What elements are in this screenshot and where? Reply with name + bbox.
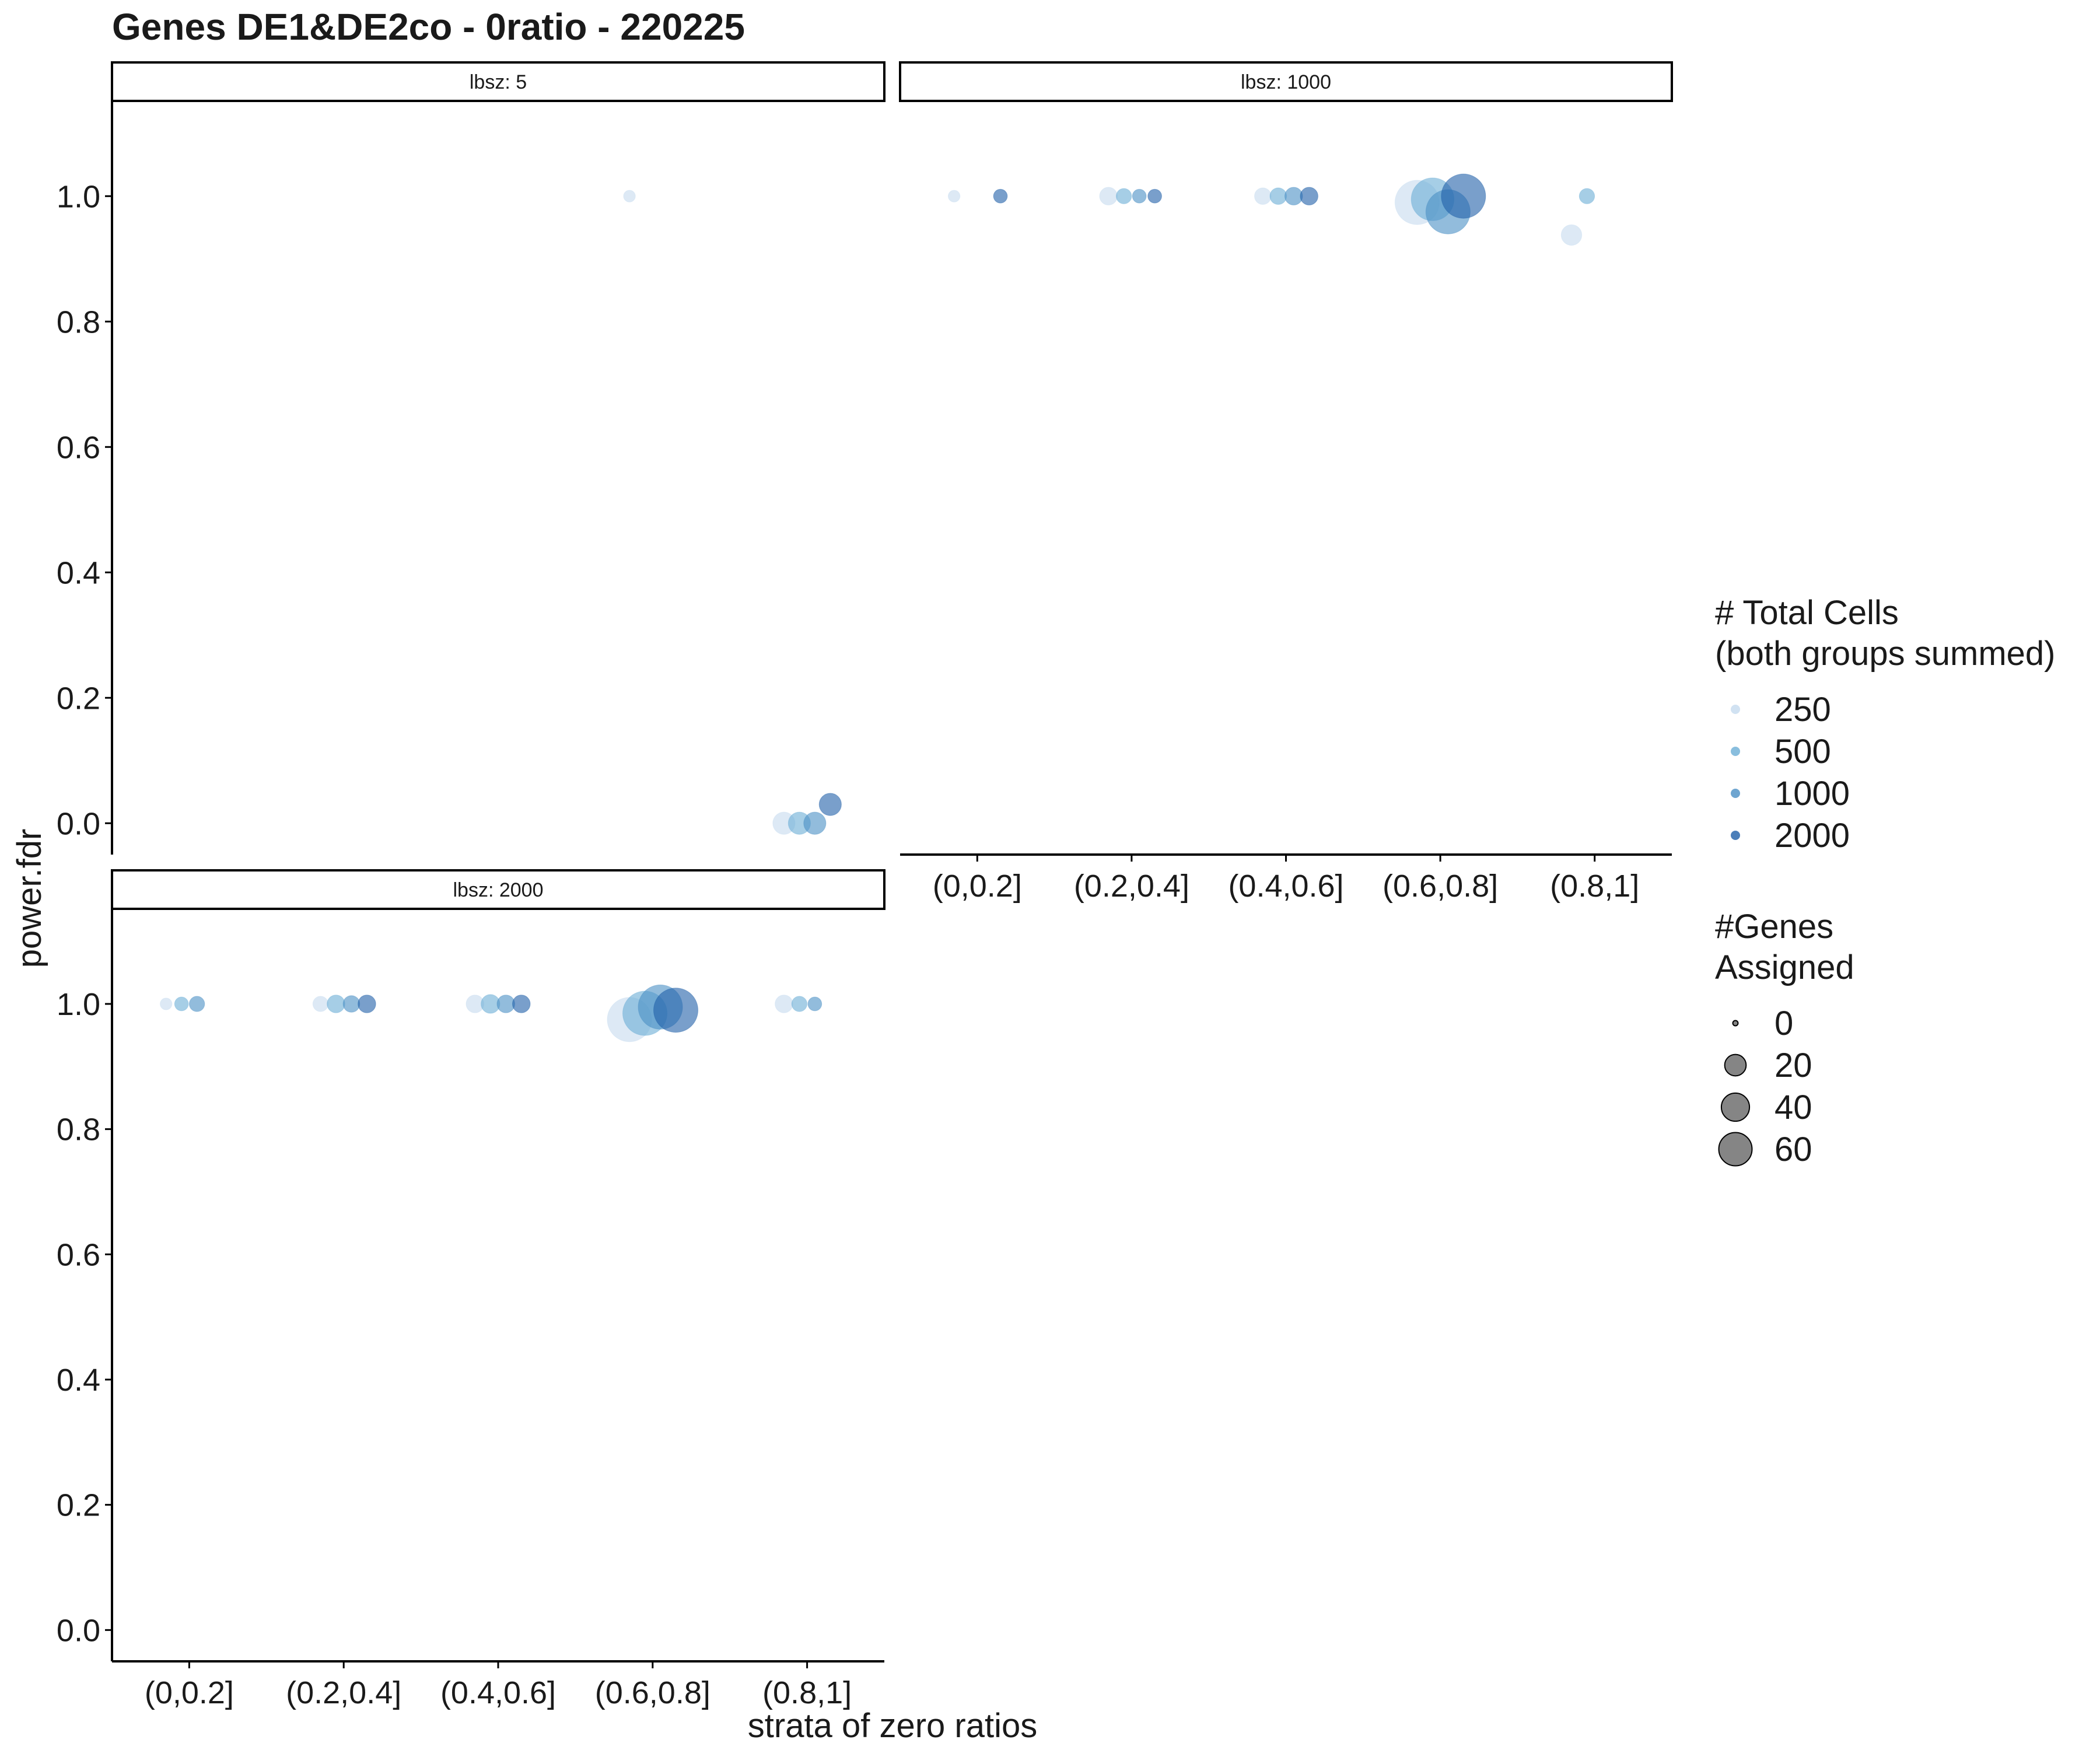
facet-strip-label: lbsz: 2000: [453, 879, 544, 901]
legend-size-label: 60: [1774, 1130, 1812, 1168]
legend-color-label: 1000: [1774, 775, 1850, 813]
y-tick-label: 0.2: [57, 1488, 100, 1523]
facet-panel: lbsz: 5 0.0 0.2 0.4 0.6 0.8 1.0: [57, 61, 886, 855]
data-point: [1147, 188, 1162, 204]
data-point: [1132, 188, 1147, 204]
legend-size-title: Assigned: [1715, 949, 1854, 986]
x-axis-title: strata of zero ratios: [748, 1707, 1037, 1745]
y-tick-label: 0.6: [57, 430, 100, 465]
facet-strip: [111, 869, 886, 910]
x-tick-label: (0.8,1]: [1550, 869, 1639, 904]
data-point: [1441, 173, 1486, 219]
legend-color-label: 2000: [1774, 817, 1850, 855]
facet-strip: [899, 61, 1673, 102]
y-axis-title: power.fdr: [10, 829, 48, 968]
x-tick-label: (0,0.2]: [933, 869, 1022, 904]
legend-size-label: 40: [1774, 1088, 1812, 1126]
y-tick-label: 0.6: [57, 1237, 100, 1272]
data-point: [1578, 188, 1595, 204]
data-point: [1099, 187, 1118, 205]
legend-size-key: [1718, 1132, 1753, 1167]
y-tick-label: 0.4: [57, 1363, 100, 1398]
x-tick-label: (0.2,0.4]: [286, 1675, 401, 1710]
data-point: [623, 190, 636, 202]
legend-size-key: [1724, 1054, 1747, 1077]
data-point: [1116, 188, 1132, 204]
data-point: [993, 188, 1008, 204]
y-tick-label: 0.8: [57, 304, 100, 340]
facet-panels: lbsz: 5 0.0 0.2 0.4 0.6 0.8 1.0 lbsz: 1000 (0,0.…: [57, 61, 1673, 1710]
legend-size-label: 0: [1774, 1005, 1793, 1042]
legend-size-key: [1732, 1020, 1739, 1027]
data-point: [1284, 187, 1303, 205]
legend-color-key: [1731, 747, 1740, 756]
data-point: [791, 996, 808, 1012]
y-tick-label: 0.4: [57, 555, 100, 590]
x-tick-label: (0.6,0.8]: [595, 1675, 710, 1710]
legend-color-key: [1731, 705, 1740, 714]
data-point: [188, 996, 205, 1012]
x-tick-label: (0,0.2]: [145, 1675, 234, 1710]
legend-size-title: #Genes: [1715, 908, 1833, 946]
legend-size-label: 20: [1774, 1046, 1812, 1084]
y-tick-label: 0.0: [57, 806, 100, 841]
data-point: [1300, 187, 1318, 205]
data-point: [496, 995, 515, 1013]
data-point: [1560, 224, 1583, 246]
data-point: [1269, 187, 1287, 205]
data-point: [1254, 187, 1272, 205]
data-point: [342, 995, 360, 1013]
data-point: [327, 995, 345, 1013]
data-point: [358, 995, 376, 1013]
legend-color-label: 250: [1774, 691, 1831, 729]
legend-color-key: [1731, 789, 1740, 798]
data-point: [312, 996, 329, 1012]
legend-color-label: 500: [1774, 733, 1831, 771]
data-points: [947, 173, 1595, 246]
x-tick-label: (0.2,0.4]: [1074, 869, 1189, 904]
y-tick-label: 0.0: [57, 1613, 100, 1648]
x-tick-label: (0.4,0.6]: [440, 1675, 556, 1710]
data-point: [160, 998, 173, 1010]
y-tick-label: 0.8: [57, 1112, 100, 1147]
facet-strip-label: lbsz: 1000: [1241, 71, 1331, 93]
data-point: [803, 811, 827, 835]
legend-color-title: (both groups summed): [1715, 635, 2055, 673]
data-point: [174, 996, 189, 1012]
legend: # Total Cells(both groups summed) 250 500 1…: [1715, 594, 2055, 1168]
data-point: [653, 988, 699, 1033]
legend-size-key: [1720, 1092, 1751, 1122]
facet-strip-label: lbsz: 5: [470, 71, 527, 93]
data-point: [807, 996, 822, 1012]
y-tick-label: 1.0: [57, 179, 100, 214]
data-point: [818, 793, 842, 816]
facet-panel: lbsz: 1000 (0,0.2] (0.2,0.4] (0.4,0.6] (0.6,…: [899, 61, 1673, 904]
x-tick-label: (0.4,0.6]: [1228, 869, 1343, 904]
facet-panel: lbsz: 2000 0.0 0.2 0.4 0.6 0.8 1.0 (0,0.2] (0.2,…: [57, 869, 886, 1710]
data-point: [775, 995, 793, 1013]
y-tick-label: 1.0: [57, 987, 100, 1022]
data-points: [623, 190, 842, 835]
chart-title: Genes DE1&DE2co - 0ratio - 220225: [112, 6, 745, 48]
x-tick-label: (0.6,0.8]: [1382, 869, 1498, 904]
legend-color-key: [1731, 831, 1740, 840]
y-tick-label: 0.2: [57, 681, 100, 716]
x-tick-label: (0.8,1]: [762, 1675, 852, 1710]
facet-strip: [111, 61, 886, 102]
data-point: [512, 995, 531, 1013]
data-points: [160, 984, 822, 1042]
legend-color-title: # Total Cells: [1715, 594, 1899, 632]
data-point: [947, 190, 961, 202]
